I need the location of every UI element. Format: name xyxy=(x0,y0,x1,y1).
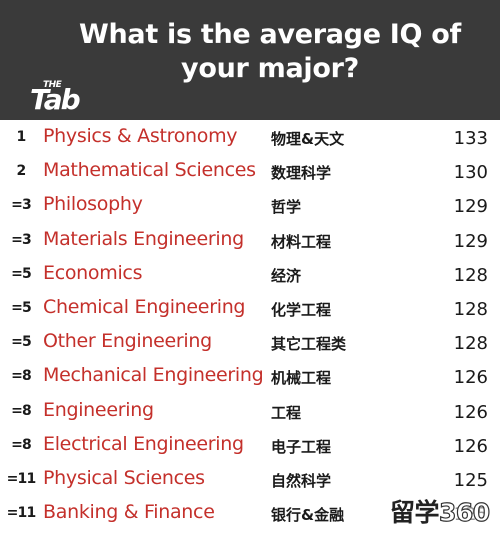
major-name: Other Engineering xyxy=(43,330,212,353)
ranking-row: =8 Engineering 工程 126 xyxy=(0,397,500,431)
major-name: Chemical Engineering xyxy=(43,295,246,318)
major-name: Physics & Astronomy xyxy=(43,125,238,147)
logo-small-text: THE xyxy=(43,80,62,90)
ranking-row: =5 Chemical Engineering 化学工程 128 xyxy=(0,294,500,328)
major-name-chinese: 化学工程 xyxy=(271,300,332,319)
ranking-row: =5 Other Engineering 其它工程类 128 xyxy=(0,328,500,362)
rank-number: =8 xyxy=(11,402,32,419)
ranking-row: =8 Mechanical Engineering 机械工程 126 xyxy=(0,362,500,396)
major-name: Mechanical Engineering xyxy=(43,364,264,387)
rank-number: 2 xyxy=(16,163,27,180)
iq-score: 129 xyxy=(453,196,488,218)
major-name-chinese: 物理&天文 xyxy=(271,130,345,148)
iq-score: 130 xyxy=(453,162,488,184)
major-name: Banking & Finance xyxy=(43,501,215,524)
rank-number: =3 xyxy=(11,231,32,248)
major-name: Mathematical Sciences xyxy=(43,159,256,182)
iq-score: 126 xyxy=(453,401,488,423)
watermark-label: 留学 xyxy=(390,498,440,527)
major-name-chinese: 哲学 xyxy=(271,198,302,217)
iq-score: 128 xyxy=(453,333,488,355)
ranking-row: =11 Physical Sciences 自然科学 125 xyxy=(0,465,500,499)
watermark-number: 360 xyxy=(438,497,490,527)
ranking-row: 1 Physics & Astronomy 物理&天文 133 xyxy=(0,123,500,157)
ranking-row: =8 Electrical Engineering 电子工程 126 xyxy=(0,431,500,465)
ranking-row: =3 Philosophy 哲学 129 xyxy=(0,191,500,225)
rank-number: =8 xyxy=(11,436,32,453)
rank-number: =11 xyxy=(6,505,37,522)
ranking-row: 2 Mathematical Sciences 数理科学 130 xyxy=(0,157,500,191)
rank-number: =5 xyxy=(11,299,32,316)
the-tab-logo: THE Tab xyxy=(30,80,96,120)
header-banner: What is the average IQ of your major? TH… xyxy=(0,0,500,120)
major-name: Economics xyxy=(43,261,143,284)
iq-score: 128 xyxy=(453,298,488,320)
ranking-row: =5 Economics 经济 128 xyxy=(0,260,500,294)
page-title: What is the average IQ of your major? xyxy=(79,19,461,84)
rank-number: 1 xyxy=(16,129,27,145)
major-name-chinese: 银行&金融 xyxy=(271,506,345,525)
iq-score: 125 xyxy=(453,469,488,491)
iq-score: 133 xyxy=(453,128,488,149)
rank-number: =8 xyxy=(11,368,32,385)
iq-score: 126 xyxy=(453,435,488,457)
watermark: 留学360 xyxy=(390,489,498,529)
major-name: Philosophy xyxy=(43,193,143,216)
iq-score: 128 xyxy=(453,264,488,286)
watermark-text: 留学360 xyxy=(390,493,491,529)
iq-score: 126 xyxy=(453,367,488,389)
major-name-chinese: 电子工程 xyxy=(271,437,332,456)
major-name-chinese: 自然科学 xyxy=(271,471,332,490)
rank-number: =3 xyxy=(11,197,32,214)
major-name: Engineering xyxy=(43,398,154,421)
ranking-row: =3 Materials Engineering 材料工程 129 xyxy=(0,226,500,260)
ranking-list: 1 Physics & Astronomy 物理&天文 133 2 Mathem… xyxy=(0,123,500,533)
rank-number: =5 xyxy=(11,334,32,351)
logo-large-text: Tab xyxy=(30,83,81,116)
major-name: Electrical Engineering xyxy=(43,432,244,455)
major-name-chinese: 工程 xyxy=(271,403,302,422)
major-name: Materials Engineering xyxy=(43,227,244,250)
major-name-chinese: 机械工程 xyxy=(271,369,332,388)
major-name: Physical Sciences xyxy=(43,466,205,489)
major-name-chinese: 其它工程类 xyxy=(271,335,347,354)
major-name-chinese: 经济 xyxy=(271,266,302,285)
rank-number: =11 xyxy=(6,470,37,487)
major-name-chinese: 数理科学 xyxy=(271,164,332,183)
rank-number: =5 xyxy=(11,265,32,282)
major-name-chinese: 材料工程 xyxy=(271,232,332,251)
iq-score: 129 xyxy=(453,230,488,252)
